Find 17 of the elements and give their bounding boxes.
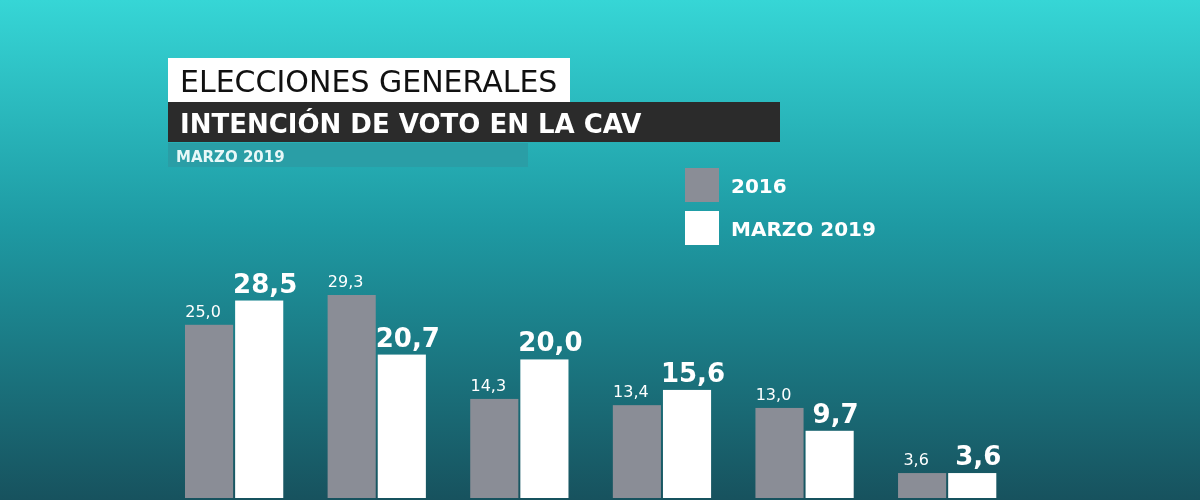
data-label: 29,3 [327, 272, 364, 291]
chart-subtitle: INTENCIÓN DE VOTO EN LA CAV [180, 108, 642, 139]
data-label: 15,6 [660, 357, 726, 388]
chart-title: ELECCIONES GENERALES [180, 64, 558, 99]
legend-label: 2016 [731, 174, 787, 198]
data-label: 13,4 [613, 382, 649, 402]
text: MARZO 2019 [176, 148, 285, 166]
data-label: 13,0 [755, 384, 792, 404]
data-label: 25,0 [185, 301, 221, 321]
data-label: 9,7 [812, 398, 859, 429]
data-label: 3,6 [903, 450, 929, 470]
data-label: 28,5 [233, 268, 298, 299]
data-label: 3,6 [955, 441, 1002, 472]
data-label: 20,0 [518, 327, 583, 358]
data-label: 20,7 [375, 322, 440, 353]
legend-label: MARZO 2019 [731, 217, 876, 241]
data-label: 14,3 [470, 375, 507, 395]
